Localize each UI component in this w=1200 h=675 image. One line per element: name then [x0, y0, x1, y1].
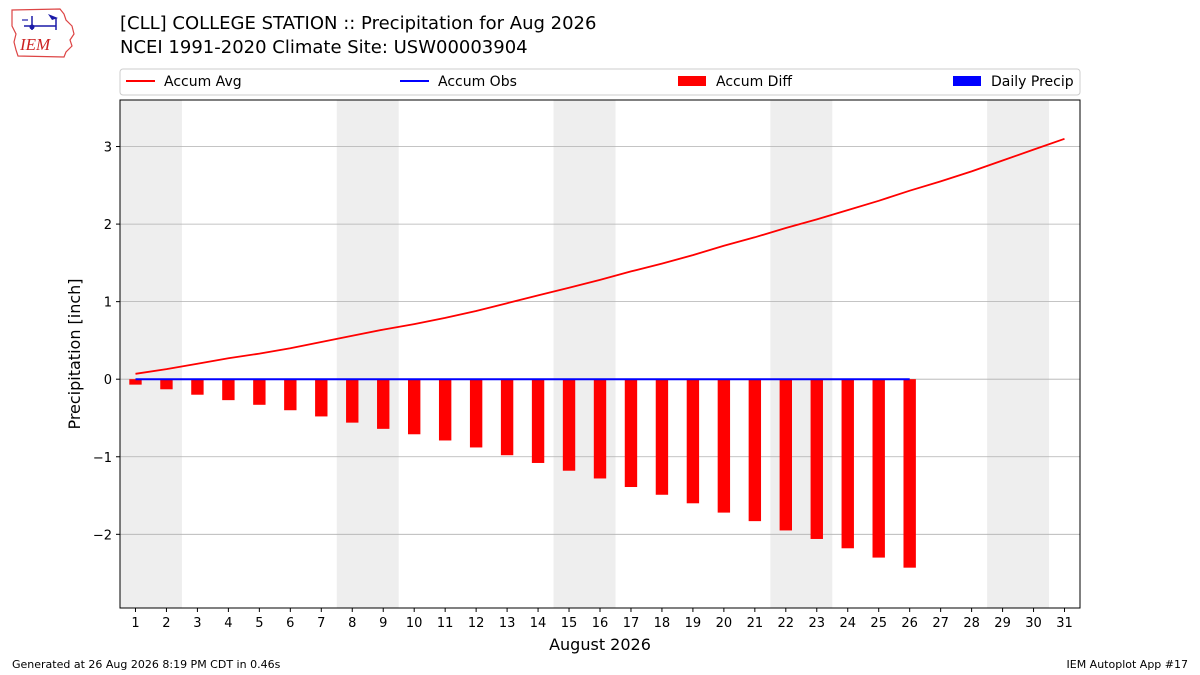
y-tick-label: −2 [93, 528, 112, 543]
x-tick-label: 6 [286, 616, 294, 631]
x-tick-label: 23 [809, 616, 826, 631]
y-gridlines [120, 146, 1080, 535]
legend-box [119, 68, 1081, 96]
accum-diff-bar [624, 379, 638, 488]
x-tick-label: 13 [499, 616, 516, 631]
y-axis-label: Precipitation [inch] [65, 278, 84, 429]
y-tick-label: 3 [104, 141, 112, 156]
accum-diff-bar [500, 379, 514, 456]
accum-diff-bar [438, 379, 452, 441]
legend-label-accum-avg: Accum Avg [164, 74, 242, 90]
x-tick-label: 28 [963, 616, 980, 631]
accum-diff-bar [872, 379, 885, 558]
legend-label-accum-diff: Accum Diff [716, 74, 792, 90]
x-tick-label: 10 [406, 616, 423, 631]
accum-diff-bar [562, 379, 576, 471]
x-tick-label: 30 [1025, 616, 1042, 631]
accum-diff-bar [315, 379, 328, 417]
y-axis-ticks: −2 −1 0 1 2 3 [93, 141, 120, 543]
weekend-band [987, 100, 1050, 608]
accum-diff-bar [717, 379, 731, 513]
weekend-band [553, 100, 616, 608]
weekend-band [120, 100, 182, 608]
x-tick-label: 1 [131, 616, 139, 631]
y-tick-label: −1 [93, 451, 112, 466]
x-tick-label: 21 [747, 616, 764, 631]
chart-title: [CLL] COLLEGE STATION :: Precipitation f… [120, 13, 597, 34]
x-tick-label: 20 [716, 616, 733, 631]
legend: Accum Avg Accum Obs Accum Diff Daily Precip [119, 68, 1081, 96]
accum-diff-bar [408, 379, 421, 435]
x-tick-label: 18 [654, 616, 671, 631]
x-tick-label: 12 [468, 616, 485, 631]
accum-diff-bar [191, 379, 204, 395]
accum-diff-bar [253, 379, 266, 405]
accum-diff-bar [129, 379, 142, 385]
accum-diff-bar [779, 379, 792, 531]
accum-diff-bar [346, 379, 359, 423]
accum-diff-bar [810, 379, 823, 539]
app-label: IEM Autoplot App #17 [1066, 658, 1189, 671]
x-tick-label: 17 [623, 616, 640, 631]
weekend-band [336, 100, 399, 608]
x-tick-label: 7 [317, 616, 325, 631]
series-lines [135, 137, 1065, 381]
x-tick-label: 22 [778, 616, 795, 631]
x-tick-label: 8 [348, 616, 356, 631]
accum-diff-bar [748, 379, 762, 522]
x-tick-label: 4 [224, 616, 232, 631]
x-tick-label: 25 [870, 616, 887, 631]
x-tick-label: 15 [561, 616, 578, 631]
legend-label-accum-obs: Accum Obs [438, 74, 517, 90]
accum-diff-bar [160, 379, 173, 390]
svg-text:IEM: IEM [19, 35, 51, 54]
legend-label-daily-precip: Daily Precip [991, 74, 1074, 90]
x-tick-label: 16 [592, 616, 609, 631]
accum-diff-bars [129, 379, 916, 568]
x-tick-label: 9 [379, 616, 387, 631]
y-tick-label: 0 [104, 373, 112, 388]
accum-diff-bar [841, 379, 854, 549]
y-tick-label: 2 [104, 218, 112, 233]
iem-logo: IEM [11, 8, 75, 58]
accum-diff-bar [655, 379, 669, 495]
chart-subtitle: NCEI 1991-2020 Climate Site: USW00003904 [120, 37, 528, 58]
x-tick-label: 31 [1056, 616, 1073, 631]
legend-swatch-accum-diff [678, 76, 706, 86]
accum-diff-bar [284, 379, 297, 411]
accum-diff-bar [686, 379, 700, 504]
x-axis-ticks: 1 2 3 4 5 6 7 8 9 10 11 12 13 14 15 16 17 18 19 20 21 22 23 24 2… [131, 608, 1073, 631]
x-tick-label: 19 [685, 616, 702, 631]
accum-diff-bar [593, 379, 607, 479]
x-tick-label: 14 [530, 616, 547, 631]
x-tick-label: 2 [162, 616, 170, 631]
x-tick-label: 3 [193, 616, 201, 631]
accum-diff-bar [469, 379, 483, 448]
generated-timestamp: Generated at 26 Aug 2026 8:19 PM CDT in … [12, 658, 281, 671]
accum-diff-bar [377, 379, 390, 429]
x-tick-label: 5 [255, 616, 263, 631]
accum-diff-bar [222, 379, 235, 401]
x-tick-label: 11 [437, 616, 454, 631]
accum-diff-bar [531, 379, 545, 463]
x-tick-label: 26 [901, 616, 918, 631]
x-axis-label: August 2026 [549, 635, 651, 654]
x-tick-label: 24 [839, 616, 856, 631]
accum-avg-line [135, 137, 1065, 375]
legend-swatch-daily-precip [953, 76, 981, 86]
y-tick-label: 1 [104, 296, 112, 311]
accum-diff-bar [903, 379, 916, 568]
x-tick-label: 27 [932, 616, 949, 631]
x-tick-label: 29 [994, 616, 1011, 631]
